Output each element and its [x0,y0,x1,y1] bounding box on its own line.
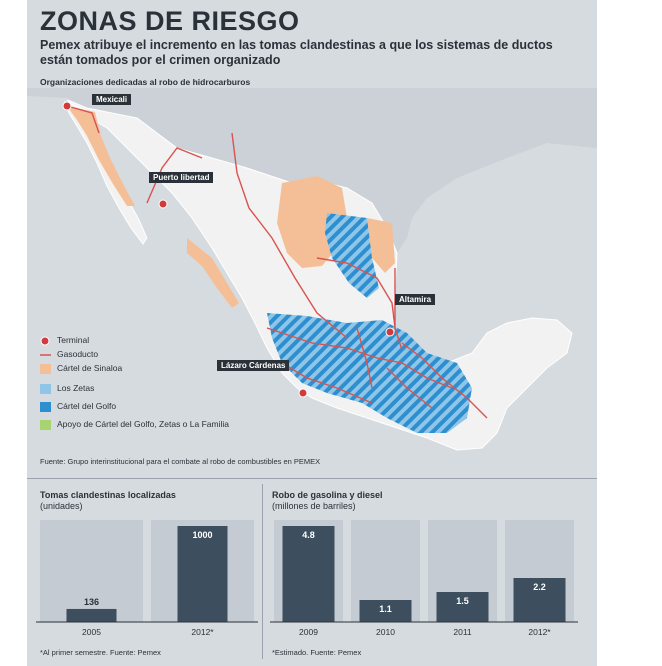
chart2-title: Robo de gasolina y diesel [272,490,383,500]
legend-terminal-label: Terminal [57,335,90,345]
chart2-note: *Estimado. Fuente: Pemex [272,648,362,657]
section-divider [27,478,597,479]
chart1-unit: (unidades) [40,501,83,511]
terminal-lazaro-cardenas [298,388,308,398]
chart1-category-label: 2005 [82,627,101,637]
chart2-category-label: 2011 [453,627,472,637]
chart2-unit: (millones de barriles) [272,501,356,511]
chart1-bar [177,526,228,622]
legend-apoyo: Apoyo de Cártel del Golfo, Zetas o La Fa… [40,418,270,432]
map-heading: Organizaciones dedicadas al robo de hidr… [40,77,251,87]
zone-sinaloa-east [367,218,395,273]
chart2-value-label: 1.1 [379,604,392,614]
mexico-map [27,88,597,451]
chart2-value-label: 2.2 [533,582,546,592]
legend-sinaloa: Cártel de Sinaloa [40,362,270,376]
terminal-icon [40,336,50,346]
legend-gasoducto: Gasoducto [40,348,270,362]
legend-zetas: Los Zetas [40,382,270,396]
chart2-bar [282,526,335,622]
chart1-title-block: Tomas clandestinas localizadas (unidades… [40,490,176,512]
mexico-landmass [66,99,573,451]
chart2-bars: 4.8 2009 1.1 2010 1.5 2011 2.2 2012* [270,520,578,637]
chart1-note: *Al primer semestre. Fuente: Pemex [40,648,161,657]
city-label-lazaro-cardenas: Lázaro Cárdenas [217,360,290,371]
chart2-category-label: 2012* [528,627,551,637]
chart1-value-label: 1000 [192,530,212,540]
zone-sinaloa-baja [67,106,135,206]
zone-zetas-northeast [325,213,379,298]
legend-terminal: Terminal [40,334,270,348]
chart1-bars: 136 2005 1000 2012* [36,520,258,637]
chart1-column-bg [40,520,143,622]
city-label-altamira: Altamira [395,294,436,305]
chart1-value-label: 136 [84,597,99,607]
chart2-bar [436,592,489,622]
page-title: ZONAS DE RIESGO [40,6,300,36]
legend-golfo: Cártel del Golfo [40,400,270,414]
map-source: Fuente: Grupo interinstitucional para el… [40,457,321,466]
legend-sinaloa-label: Cártel de Sinaloa [57,363,123,373]
usa-landmass [27,88,597,253]
legend-zetas-label: Los Zetas [57,383,95,393]
chart1-bar [66,608,117,622]
legend-zetas-swatch [40,384,51,394]
terminal-altamira [385,327,395,337]
chart-divider [262,484,263,659]
chart2-bar [513,578,566,622]
page-subtitle: Pemex atribuye el incremento en las toma… [40,38,553,67]
pipeline-line-icon [40,354,51,356]
chart2-bar [359,600,412,622]
legend-gasoducto-label: Gasoducto [57,349,99,359]
legend-apoyo-label: Apoyo de Cártel del Golfo, Zetas o La Fa… [57,419,229,429]
pipeline-network [66,105,488,419]
legend-golfo-swatch [40,402,51,412]
zone-sinaloa-pacific [187,238,239,308]
chart2-category-label: 2010 [376,627,395,637]
chart1-category-label: 2012* [191,627,214,637]
city-label-mexicali: Mexicali [92,94,132,105]
chart2-category-label: 2009 [299,627,318,637]
legend-golfo-label: Cártel del Golfo [57,401,117,411]
chart2-value-label: 4.8 [302,530,315,540]
chart2-title-block: Robo de gasolina y diesel (millones de b… [272,490,383,512]
terminal-markers [62,101,395,398]
legend-apoyo-swatch [40,420,51,430]
chart2-value-label: 1.5 [456,596,469,606]
city-label-puerto-libertad: Puerto libertad [149,172,214,183]
legend-sinaloa-swatch [40,364,51,374]
terminal-mexicali [62,101,72,111]
terminal-puerto-libertad [158,199,168,209]
chart1-title: Tomas clandestinas localizadas [40,490,176,500]
